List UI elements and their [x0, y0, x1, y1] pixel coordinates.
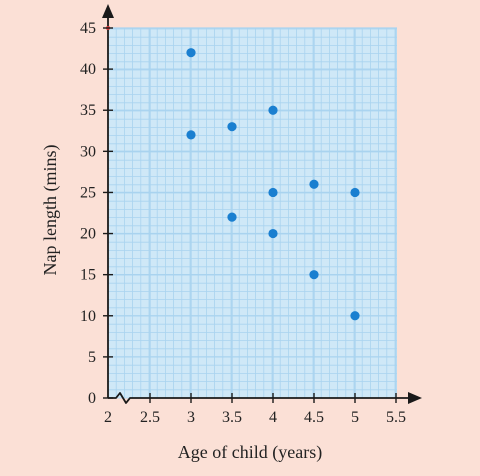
x-tick-label: 2.5 [140, 409, 160, 426]
data-point [350, 187, 360, 198]
x-tick-label: 3 [187, 409, 195, 426]
x-tick-label: 2 [104, 409, 112, 426]
data-point [268, 105, 278, 115]
grid-minor [107, 28, 397, 399]
y-tick-label: 35 [80, 102, 96, 119]
data-point [309, 270, 319, 280]
data-point [350, 311, 360, 321]
y-axis-title: Nap length (mins) [40, 145, 61, 276]
data-points [186, 48, 360, 321]
data-point [227, 212, 237, 222]
data-point [186, 130, 196, 140]
y-tick-label: 15 [80, 267, 96, 284]
x-axis-title: Age of child (years) [178, 442, 322, 463]
y-tick-label: 20 [80, 226, 96, 243]
data-point [268, 187, 278, 198]
x-axis-ticks: 2 2.5 3 3.5 4 4.5 5 5.5 [104, 393, 406, 426]
y-tick-label: 10 [80, 308, 96, 325]
x-tick-label: 5 [351, 409, 359, 426]
y-tick-label: 40 [80, 61, 96, 78]
x-tick-label: 3.5 [222, 409, 242, 426]
data-point [309, 179, 319, 189]
data-point [227, 122, 237, 132]
y-tick-label: 25 [80, 184, 96, 201]
grid-major [108, 27, 397, 398]
y-tick-label: 30 [80, 143, 96, 160]
x-tick-label: 4.5 [304, 409, 324, 426]
y-tick-label: 0 [88, 390, 96, 407]
x-axis-arrow [408, 392, 422, 404]
x-tick-label: 5.5 [386, 409, 406, 426]
y-tick-label: 5 [88, 349, 96, 366]
data-point [268, 228, 278, 239]
y-axis-ticks: 0 5 10 15 20 25 30 35 40 45 [80, 20, 113, 407]
y-tick-label: 45 [80, 20, 96, 37]
x-tick-label: 4 [269, 409, 277, 426]
x-axis-line [108, 392, 412, 404]
y-axis-arrow [102, 4, 114, 18]
data-point [186, 48, 196, 58]
plot-area [108, 28, 397, 398]
axes [102, 4, 422, 404]
